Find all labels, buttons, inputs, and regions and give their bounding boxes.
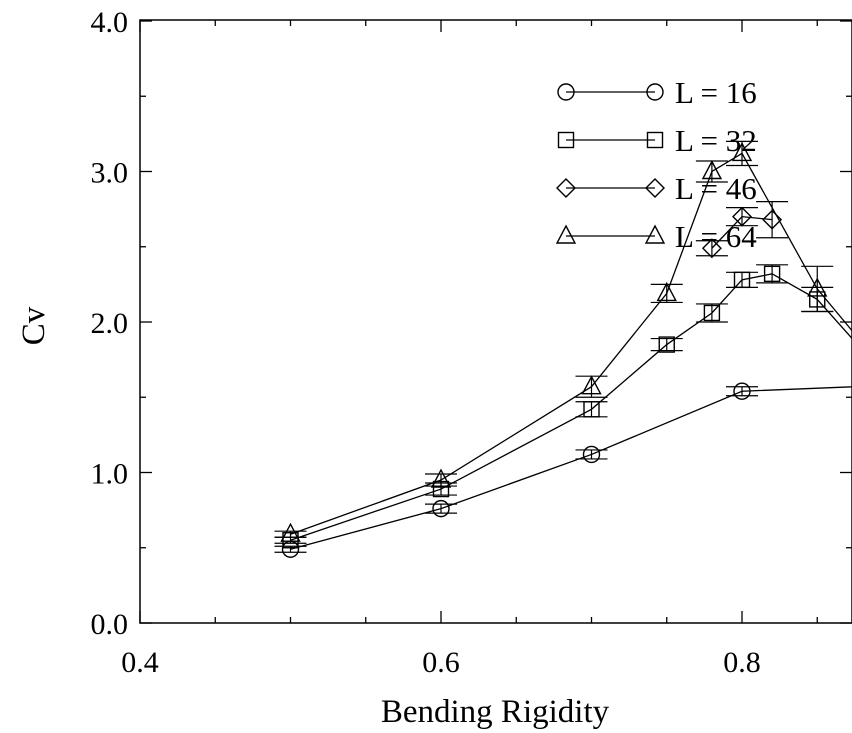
y-tick-label: 0.0	[91, 608, 129, 641]
legend-marker	[645, 178, 665, 198]
series-4	[274, 140, 852, 542]
legend: L = 16 L = 32 L = 46 L = 64	[555, 75, 757, 254]
data-point	[658, 336, 675, 353]
legend-label: L = 32	[675, 123, 757, 158]
data-point	[701, 160, 723, 180]
data-point	[280, 522, 301, 542]
x-tick-label: 0.4	[121, 646, 159, 679]
legend-marker	[557, 83, 575, 101]
legend-marker	[646, 83, 664, 101]
x-tick-label: 0.8	[723, 646, 761, 679]
legend-marker	[644, 224, 666, 244]
data-point	[807, 277, 828, 297]
data-point	[582, 445, 601, 464]
series-line	[290, 273, 852, 541]
data-point	[763, 265, 781, 283]
y-axis-label: Cv	[16, 306, 52, 345]
legend-entry-3: L = 46	[556, 171, 757, 206]
legend-marker	[555, 224, 577, 244]
legend-marker	[557, 131, 575, 149]
data-point	[656, 281, 677, 302]
data-point	[432, 499, 450, 518]
series-2	[274, 264, 852, 549]
x-axis-label: Bending Rigidity	[381, 694, 610, 730]
legend-entry-1: L = 16	[557, 75, 757, 110]
tick-labels: 0.40.60.81.01.20.01.02.03.04.0	[91, 6, 761, 679]
legend-marker	[646, 131, 664, 149]
legend-label: L = 64	[675, 219, 757, 254]
data-point	[733, 271, 751, 289]
data-point	[703, 304, 721, 322]
legend-entry-2: L = 32	[557, 123, 757, 158]
data-point	[583, 401, 600, 418]
y-tick-label: 4.0	[91, 6, 129, 39]
series-line	[290, 386, 852, 550]
legend-label: L = 46	[675, 171, 757, 206]
data-point	[733, 382, 751, 400]
data-point	[762, 209, 783, 230]
series-1	[274, 382, 852, 558]
axis-ticks	[139, 20, 852, 624]
legend-marker	[556, 178, 576, 198]
legend-label: L = 16	[675, 75, 757, 110]
y-tick-label: 3.0	[91, 157, 129, 190]
series-layer	[274, 140, 852, 558]
data-point	[731, 141, 753, 162]
data-point	[430, 468, 452, 488]
y-tick-label: 1.0	[91, 458, 129, 491]
x-tick-label: 0.6	[422, 646, 460, 679]
data-point	[701, 238, 722, 259]
series-3	[695, 201, 789, 259]
series-line	[290, 152, 852, 535]
data-point	[581, 375, 602, 395]
data-point	[732, 206, 752, 227]
y-tick-label: 2.0	[91, 307, 129, 340]
plot-frame	[139, 19, 852, 624]
legend-entry-4: L = 64	[555, 219, 757, 254]
